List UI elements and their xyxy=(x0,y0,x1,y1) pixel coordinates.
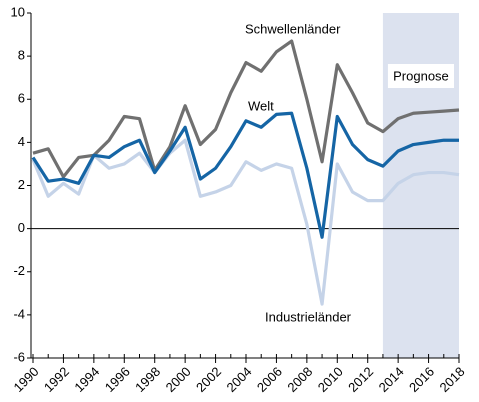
x-tick-label: 2016 xyxy=(406,364,437,395)
x-tick-label: 2000 xyxy=(163,364,194,395)
series-label: Industrieländer xyxy=(265,309,352,324)
x-tick-label: 1998 xyxy=(132,364,163,395)
forecast-label-box xyxy=(387,64,454,88)
x-tick-label: 2010 xyxy=(315,364,346,395)
y-tick-label: 10 xyxy=(11,4,25,19)
x-tick-label: 1990 xyxy=(10,364,41,395)
x-tick-label: 2002 xyxy=(193,364,224,395)
series-label: Schwellenländer xyxy=(245,21,341,36)
series-label: Welt xyxy=(248,98,274,113)
y-tick-label: 4 xyxy=(18,134,25,149)
forecast-label: Prognose xyxy=(393,68,449,83)
x-tick-label: 2014 xyxy=(376,364,407,395)
x-tick-label: 2018 xyxy=(436,364,467,395)
series-line xyxy=(31,138,460,306)
x-tick-label: 1996 xyxy=(102,364,133,395)
y-tick-label: 6 xyxy=(18,91,25,106)
y-tick-label: -2 xyxy=(13,263,25,278)
x-tick-label: 1992 xyxy=(41,364,72,395)
x-tick-label: 2012 xyxy=(345,364,376,395)
y-tick-label: -4 xyxy=(13,306,25,321)
series-line xyxy=(32,39,460,179)
x-tick-label: 2004 xyxy=(223,364,254,395)
x-tick-label: 2008 xyxy=(284,364,315,395)
x-tick-label: 2006 xyxy=(254,364,285,395)
y-tick-label: 8 xyxy=(18,48,25,63)
y-tick-label: -6 xyxy=(13,349,25,364)
x-tick-label: 1994 xyxy=(71,364,102,395)
y-tick-label: 2 xyxy=(18,177,25,192)
y-tick-label: 0 xyxy=(18,220,25,235)
series-line xyxy=(31,111,459,239)
